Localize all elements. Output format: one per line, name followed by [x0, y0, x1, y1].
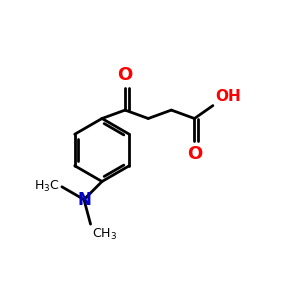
Text: N: N — [77, 190, 91, 208]
Text: OH: OH — [215, 89, 241, 104]
Text: O: O — [118, 66, 133, 84]
Text: CH$_3$: CH$_3$ — [92, 226, 117, 242]
Text: O: O — [187, 145, 202, 163]
Text: H$_3$C: H$_3$C — [34, 179, 59, 194]
